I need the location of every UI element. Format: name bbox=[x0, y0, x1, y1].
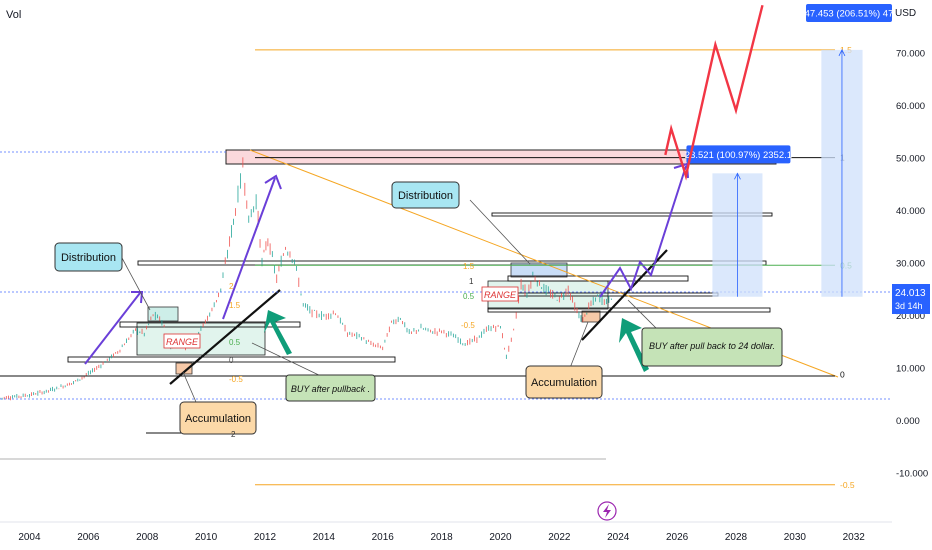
range-tag-left bbox=[163, 333, 201, 349]
fib-mini-label: -0.5 bbox=[229, 375, 243, 384]
fib-mini-label: 1.5 bbox=[229, 301, 241, 310]
level-rect bbox=[491, 212, 773, 217]
x-tick-label: 2024 bbox=[607, 532, 630, 543]
lightning-icon[interactable] bbox=[597, 501, 617, 521]
support-trend-line-left bbox=[169, 289, 281, 385]
y-tick-label: -10.000 bbox=[896, 469, 928, 480]
x-tick-label: 2012 bbox=[254, 532, 277, 543]
fib-mini-labels: 2 1.5 0.5 0 -0.5 2 1.5 1 0.5 -0.5 bbox=[229, 262, 475, 439]
currency-label: USD bbox=[895, 8, 916, 19]
x-tick-label: 2016 bbox=[372, 532, 395, 543]
teal-arrow-left bbox=[264, 310, 292, 355]
distribution-label-right: Distribution bbox=[398, 190, 453, 202]
arrowhead bbox=[131, 291, 144, 304]
buy-callout-left bbox=[285, 374, 376, 402]
last-price-value: 24.013 bbox=[895, 288, 926, 299]
x-tick-label: 2008 bbox=[136, 532, 159, 543]
y-tick-label: 60.000 bbox=[896, 101, 925, 112]
y-tick-label: 50.000 bbox=[896, 154, 925, 165]
x-tick-label: 2020 bbox=[489, 532, 512, 543]
measure-arrowhead bbox=[734, 172, 741, 180]
fib-mini-label: 0 bbox=[229, 356, 234, 365]
x-tick-label: 2022 bbox=[548, 532, 571, 543]
acc-box-right bbox=[581, 310, 601, 323]
fib-level-label: 0 bbox=[840, 370, 845, 380]
y-tick-label: 70.000 bbox=[896, 49, 925, 60]
x-tick-label: 2010 bbox=[195, 532, 218, 543]
callouts: Distribution Distribution Accumulation A… bbox=[54, 181, 783, 435]
buy-label-right: BUY after pull back to 24 dollar. bbox=[649, 341, 775, 351]
level-rect bbox=[67, 356, 396, 363]
y-tick-label: 30.000 bbox=[896, 259, 925, 270]
fib-mini-label: -0.5 bbox=[461, 321, 475, 330]
level-rect bbox=[487, 307, 771, 313]
callout-connectors bbox=[121, 199, 669, 403]
fib-mini-label: 0.5 bbox=[229, 338, 241, 347]
fib-mini-label: 0.5 bbox=[463, 292, 475, 301]
y-tick-label: 20.000 bbox=[896, 311, 925, 322]
indicator-label: Vol bbox=[6, 9, 21, 21]
price-scale-bg bbox=[892, 0, 932, 550]
purple-arrows bbox=[84, 162, 689, 365]
zones-layer bbox=[67, 149, 777, 375]
level-rect bbox=[507, 275, 689, 282]
buy-callout-right bbox=[641, 327, 783, 367]
x-tick-label: 2004 bbox=[18, 532, 41, 543]
accumulation-callout-right bbox=[525, 365, 603, 399]
y-tick-label: 10.000 bbox=[896, 364, 925, 375]
accumulation-label-right: Accumulation bbox=[531, 377, 597, 389]
fib-mini-label: 2 bbox=[229, 282, 234, 291]
distribution-callout-right bbox=[391, 181, 460, 209]
price-scale[interactable]: USD 70.000 60.000 50.000 40.000 30.000 20.000… bbox=[892, 0, 932, 550]
x-tick-label: 2014 bbox=[313, 532, 336, 543]
measure-label: 47.453 (206.51%) 47 bbox=[805, 9, 894, 20]
projection-layer bbox=[664, 4, 764, 181]
fib-mini-label: 1.5 bbox=[463, 262, 475, 271]
x-tick-label: 2026 bbox=[666, 532, 689, 543]
accumulation-callout-left bbox=[179, 401, 257, 435]
distribution-label-left: Distribution bbox=[61, 252, 116, 264]
fib-mini-label: 2 bbox=[231, 430, 236, 439]
y-tick-label: 0.000 bbox=[896, 416, 920, 427]
level-rect bbox=[119, 321, 301, 328]
projection-line bbox=[664, 4, 764, 181]
measure-label-bg bbox=[806, 4, 892, 22]
x-tick-label: 2028 bbox=[725, 532, 748, 543]
last-price-countdown: 3d 14h bbox=[895, 301, 923, 311]
fib-level-label: -0.5 bbox=[840, 480, 855, 490]
measure-label-bg bbox=[686, 145, 791, 164]
measure-layer: 23.521 (100.97%) 2352.1 47.453 (206.51%) … bbox=[685, 4, 894, 297]
dist-box-left bbox=[147, 306, 179, 322]
x-tick-label: 2018 bbox=[430, 532, 453, 543]
y-tick-label: 40.000 bbox=[896, 206, 925, 217]
range-label-left: RANGE bbox=[166, 337, 199, 347]
buy-label-left: BUY after pullback . bbox=[291, 384, 370, 394]
x-tick-label: 2032 bbox=[843, 532, 866, 543]
time-scale[interactable]: 2004 2006 2008 2010 2012 2014 2016 2018 2020 2022… bbox=[0, 521, 892, 543]
arrow-up-1 bbox=[84, 292, 141, 365]
arrow-projection bbox=[599, 165, 687, 298]
distribution-callout-left bbox=[54, 242, 123, 272]
range-tag-right bbox=[481, 286, 519, 302]
measure-label: 23.521 (100.97%) 2352.1 bbox=[685, 150, 792, 161]
x-tick-label: 2030 bbox=[784, 532, 807, 543]
arrow-up-2 bbox=[222, 177, 276, 320]
x-tick-label: 2006 bbox=[77, 532, 100, 543]
fib-mini-label: 1 bbox=[469, 277, 474, 286]
measure-arrowhead bbox=[838, 49, 846, 57]
range-label-right: RANGE bbox=[484, 290, 517, 300]
last-price-badge: 24.013 3d 14h bbox=[892, 284, 930, 314]
arrowhead bbox=[264, 174, 282, 190]
accumulation-label-left: Accumulation bbox=[185, 413, 251, 425]
